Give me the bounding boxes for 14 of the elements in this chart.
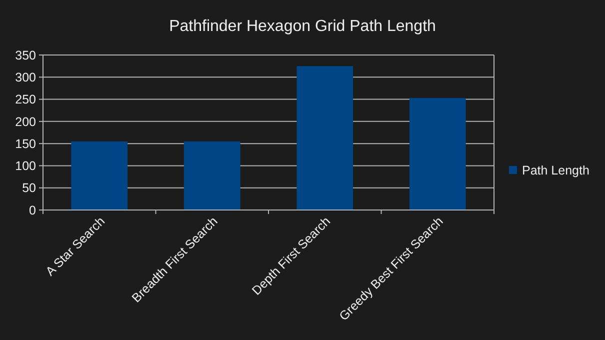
bar <box>71 141 128 210</box>
y-tick-label: 0 <box>29 203 36 218</box>
bar <box>409 98 466 210</box>
bar <box>184 141 240 210</box>
y-tick-label: 150 <box>15 136 36 151</box>
y-tick-label: 250 <box>15 92 36 107</box>
y-tick-label: 50 <box>22 181 36 196</box>
y-tick-label: 100 <box>15 159 36 174</box>
y-tick-label: 350 <box>15 48 36 62</box>
bar <box>296 66 354 210</box>
legend-label: Path Length <box>522 163 590 178</box>
chart-title: Pathfinder Hexagon Grid Path Length <box>169 18 436 35</box>
y-tick-label: 300 <box>15 70 36 85</box>
y-tick-label: 200 <box>15 114 36 129</box>
